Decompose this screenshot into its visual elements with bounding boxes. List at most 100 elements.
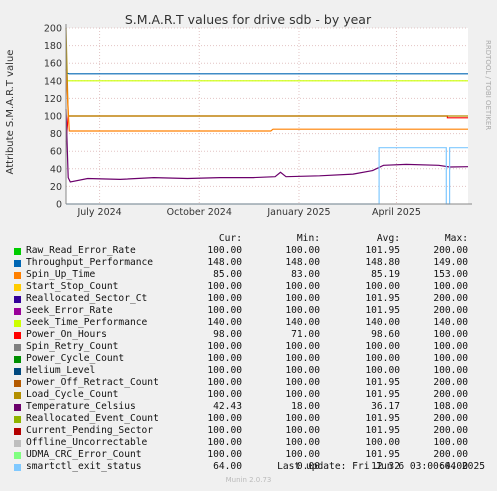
legend-min: 100.00 [285,245,320,256]
y-tick-label: 0 [56,200,62,211]
y-tick-label: 140 [44,76,62,87]
legend-swatch [14,248,21,255]
legend-cur: 100.00 [207,293,242,304]
legend-swatch [14,404,21,411]
legend-swatch [14,296,21,303]
x-tick-label: July 2024 [76,207,121,218]
legend-cur: 100.00 [207,341,242,352]
legend-max: 200.00 [433,413,468,424]
legend-min: 0.00 [296,461,320,472]
legend-cur: 100.00 [207,377,242,388]
legend-label: Load_Cycle_Count [26,389,119,400]
y-tick-label: 160 [44,59,62,70]
legend-min: 100.00 [285,437,320,448]
legend-row: Throughput_Performance 148.00 148.00 148.80… [0,257,497,269]
legend-max: 149.00 [433,257,468,268]
legend-min: 100.00 [285,293,320,304]
legend-max: 100.00 [433,353,468,364]
legend-avg: 100.00 [365,281,400,292]
legend-swatch [14,284,21,291]
y-tick-label: 180 [44,41,62,52]
legend-cur: 100.00 [207,281,242,292]
legend-min: 140.00 [285,317,320,328]
series-line-smartctl-exit-status [66,147,468,205]
legend-min: 100.00 [285,389,320,400]
legend-swatch [14,272,21,279]
legend-avg: 148.80 [365,257,400,268]
legend-max: 64.00 [439,461,468,472]
legend-row: Load_Cycle_Count 100.00 100.00 101.95 200.00 [0,389,497,401]
legend-max: 200.00 [433,425,468,436]
legend-swatch [14,308,21,315]
legend-label: UDMA_CRC_Error_Count [26,449,142,460]
legend-cur: 100.00 [207,425,242,436]
y-tick-label: 20 [50,182,62,193]
legend-max: 200.00 [433,293,468,304]
x-tick-label: October 2024 [167,207,232,218]
legend-row: Temperature_Celsius 42.43 18.00 36.17 108.00 [0,401,497,413]
legend-avg: 100.00 [365,353,400,364]
legend-min: 100.00 [285,305,320,316]
legend-header: Cur: Min: Avg: Max: [0,233,497,245]
legend-row: Reallocated_Event_Count 100.00 100.00 101.9… [0,413,497,425]
legend-label: Offline_Uncorrectable [26,437,148,448]
legend-label: Power_Cycle_Count [26,353,125,364]
legend-row: Spin_Retry_Count 100.00 100.00 100.00 100.00 [0,341,497,353]
legend-label: Raw_Read_Error_Rate [26,245,136,256]
legend-max: 108.00 [433,401,468,412]
legend-cur: 100.00 [207,413,242,424]
legend-max: 200.00 [433,389,468,400]
series-line-spin-up-time [65,69,468,132]
legend-cur: 42.43 [213,401,242,412]
legend-swatch [14,344,21,351]
legend-cur: 100.00 [207,389,242,400]
legend-min: 100.00 [285,365,320,376]
legend-avg: 100.00 [365,341,400,352]
legend-avg: 101.95 [365,449,400,460]
legend-row: Reallocated_Sector_Ct 100.00 100.00 101.95 2… [0,293,497,305]
legend-min: 100.00 [285,341,320,352]
legend-label: Reallocated_Event_Count [26,413,159,424]
legend-row: UDMA_CRC_Error_Count 100.00 100.00 101.95 20… [0,449,497,461]
legend-label: smartctl_exit_status [26,461,142,472]
legend-label: Helium_Level [26,365,96,376]
last-update: Last update: Fri Jun 6 03:00:04 2025 [277,461,485,472]
legend-avg: 140.00 [365,317,400,328]
legend-row: Offline_Uncorrectable 100.00 100.00 100.00 1… [0,437,497,449]
smart-chart: S.M.A.R.T values for drive sdb - by year… [5,12,492,218]
legend-swatch [14,440,21,447]
y-axis-label: Attribute S.M.A.R.T value [5,50,16,175]
legend-swatch [14,392,21,399]
legend-swatch [14,320,21,327]
legend-label: Seek_Error_Rate [26,305,113,316]
legend-min: 18.00 [291,401,320,412]
legend-max: 100.00 [433,329,468,340]
legend-swatch [14,368,21,375]
legend-max: 100.00 [433,281,468,292]
legend-max: 200.00 [433,245,468,256]
legend-swatch [14,332,21,339]
legend-cur: 148.00 [207,257,242,268]
legend-row: Power_On_Hours 98.00 71.00 98.60 100.00 [0,329,497,341]
legend-avg: 101.95 [365,413,400,424]
legend-avg: 101.95 [365,425,400,436]
legend-max: 200.00 [433,449,468,460]
legend-cur: 64.00 [213,461,242,472]
legend-max: 140.00 [433,317,468,328]
x-tick-label: April 2025 [372,207,421,218]
legend-swatch [14,260,21,267]
legend-avg: 101.95 [365,305,400,316]
legend-cur: 140.00 [207,317,242,328]
legend-cur: 100.00 [207,365,242,376]
legend-max: 100.00 [433,341,468,352]
legend-row: Start_Stop_Count 100.00 100.00 100.00 100.00 [0,281,497,293]
legend-min: 100.00 [285,449,320,460]
legend-row: Current_Pending_Sector 100.00 100.00 101.95… [0,425,497,437]
header-min: Min: [296,233,320,244]
legend-label: Current_Pending_Sector [26,425,154,436]
legend-row: Spin_Up_Time 85.00 83.00 85.19 153.00 [0,269,497,281]
legend-row: Seek_Time_Performance 140.00 140.00 140.00 1… [0,317,497,329]
legend-label: Power_Off_Retract_Count [26,377,159,388]
legend-row: Raw_Read_Error_Rate 100.00 100.00 101.95 200… [0,245,497,257]
legend-min: 71.00 [291,329,320,340]
